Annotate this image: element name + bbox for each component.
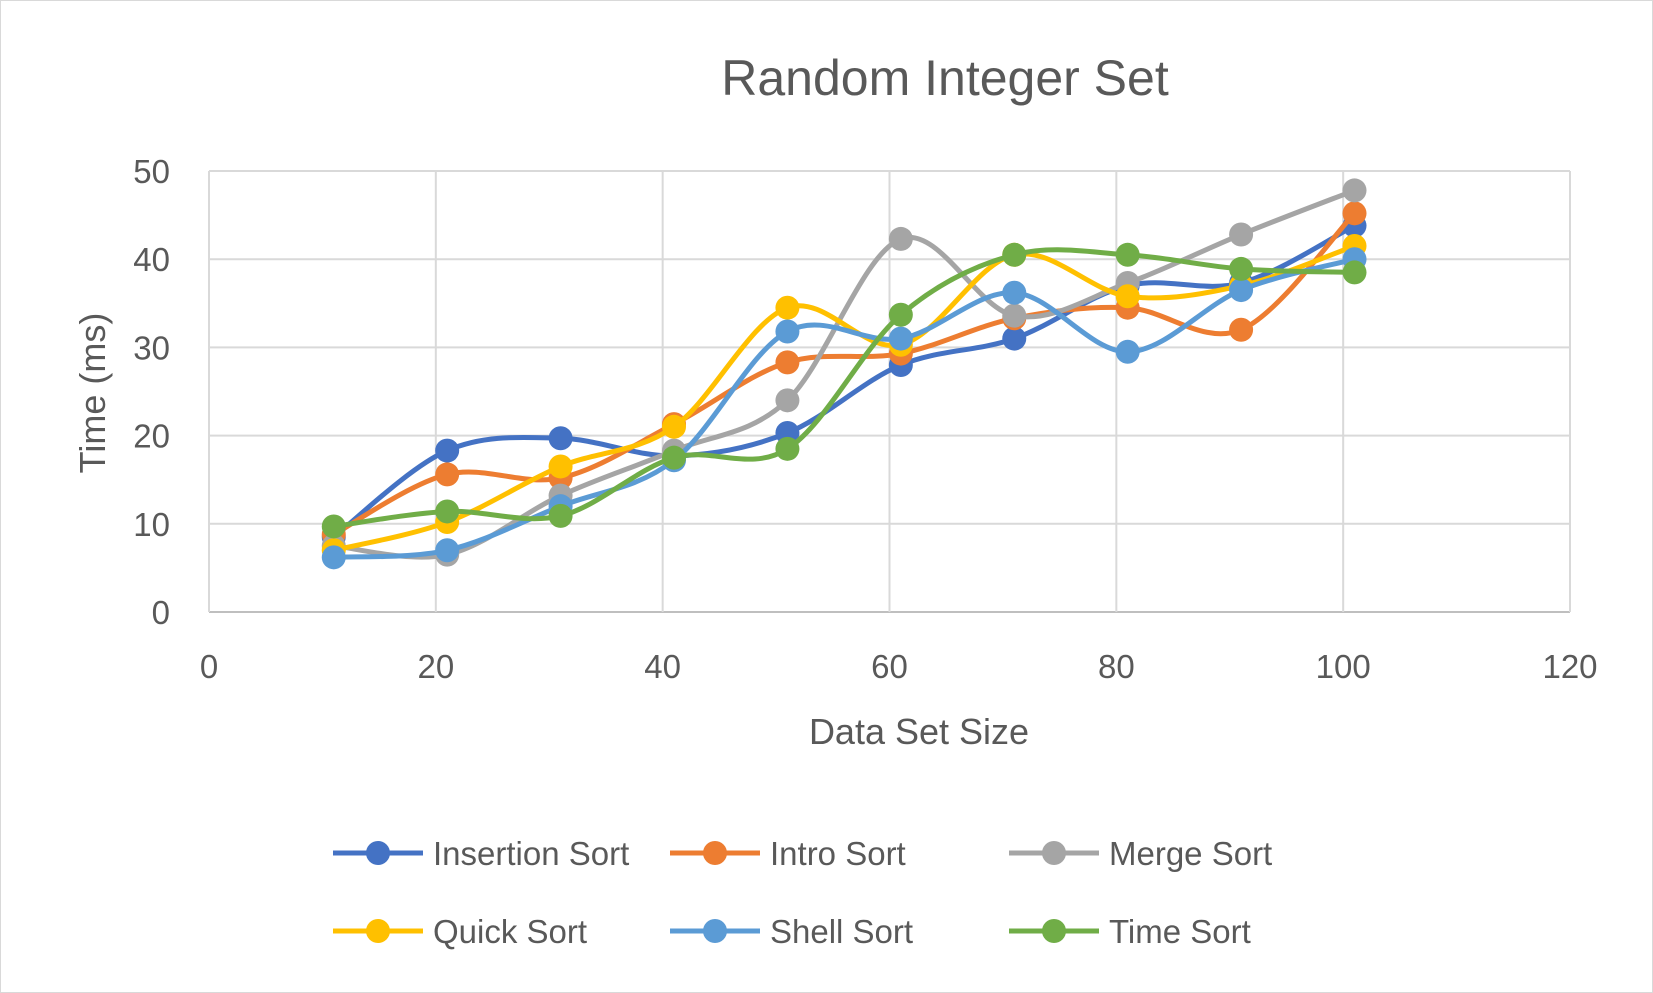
data-point-time-sort — [1342, 260, 1367, 285]
data-point-time-sort — [548, 503, 573, 528]
data-point-intro-sort — [1229, 317, 1254, 342]
data-point-shell-sort — [1002, 280, 1027, 305]
x-tick-label: 60 — [871, 648, 908, 685]
legend-swatch-marker — [366, 841, 390, 865]
data-point-merge-sort — [1229, 222, 1254, 247]
data-point-time-sort — [1115, 242, 1140, 267]
legend-label: Quick Sort — [433, 913, 587, 950]
legend-swatch-marker — [1042, 919, 1066, 943]
legend-label: Time Sort — [1109, 913, 1251, 950]
series-line-time-sort — [331, 247, 1358, 529]
data-point-merge-sort — [1002, 303, 1027, 328]
legend-item-intro-sort: Intro Sort — [670, 835, 906, 872]
legend-swatch-marker — [366, 919, 390, 943]
data-point-merge-sort — [1342, 178, 1367, 203]
legend-item-quick-sort: Quick Sort — [333, 913, 587, 950]
data-point-intro-sort — [1342, 201, 1367, 226]
data-point-intro-sort — [435, 462, 460, 487]
x-axis-label: Data Set Size — [809, 711, 1029, 752]
legend-swatch-marker — [703, 919, 727, 943]
series-time-sort — [321, 242, 1367, 539]
data-point-time-sort — [888, 302, 913, 327]
legend-label: Insertion Sort — [433, 835, 629, 872]
y-tick-label: 50 — [133, 153, 170, 190]
x-tick-label: 120 — [1542, 648, 1597, 685]
chart-title: Random Integer Set — [721, 50, 1169, 106]
legend-item-insertion-sort: Insertion Sort — [333, 835, 629, 872]
data-point-merge-sort — [888, 226, 913, 251]
series-layer — [321, 178, 1367, 570]
y-axis-label: Time (ms) — [72, 313, 113, 474]
series-line-intro-sort — [331, 210, 1358, 537]
series-line-insertion-sort — [331, 223, 1358, 540]
y-tick-label: 20 — [133, 418, 170, 455]
legend-item-merge-sort: Merge Sort — [1009, 835, 1272, 872]
x-tick-label: 100 — [1316, 648, 1371, 685]
data-point-time-sort — [775, 436, 800, 461]
data-point-time-sort — [1002, 242, 1027, 267]
data-point-time-sort — [321, 514, 346, 539]
data-point-shell-sort — [321, 545, 346, 570]
data-point-insertion-sort — [1002, 326, 1027, 351]
data-point-quick-sort — [1115, 284, 1140, 309]
series-intro-sort — [321, 201, 1367, 547]
data-point-shell-sort — [435, 538, 460, 563]
data-point-quick-sort — [662, 414, 687, 439]
y-tick-label: 40 — [133, 241, 170, 278]
y-tick-label: 30 — [133, 329, 170, 366]
data-point-time-sort — [435, 499, 460, 524]
y-tick-label: 0 — [152, 594, 170, 631]
series-shell-sort — [321, 247, 1367, 570]
x-tick-label: 20 — [417, 648, 454, 685]
data-point-merge-sort — [775, 388, 800, 413]
data-point-quick-sort — [548, 454, 573, 479]
legend-label: Merge Sort — [1109, 835, 1272, 872]
x-tick-label: 0 — [200, 648, 218, 685]
data-point-insertion-sort — [435, 438, 460, 463]
series-line-quick-sort — [331, 243, 1358, 553]
data-point-time-sort — [662, 445, 687, 470]
legend-item-time-sort: Time Sort — [1009, 913, 1251, 950]
x-axis-ticks: 0 20 40 60 80 100 120 — [200, 648, 1598, 685]
data-point-intro-sort — [775, 350, 800, 375]
data-point-shell-sort — [1115, 339, 1140, 364]
data-point-quick-sort — [775, 295, 800, 320]
data-point-insertion-sort — [548, 426, 573, 451]
legend-label: Intro Sort — [770, 835, 906, 872]
data-point-shell-sort — [775, 319, 800, 344]
y-tick-label: 10 — [133, 506, 170, 543]
legend-label: Shell Sort — [770, 913, 913, 950]
series-line-shell-sort — [331, 256, 1358, 560]
data-point-shell-sort — [888, 326, 913, 351]
y-axis-ticks: 0 10 20 30 40 50 — [133, 153, 170, 631]
x-tick-label: 80 — [1098, 648, 1135, 685]
legend-swatch-marker — [1042, 841, 1066, 865]
legend: Insertion Sort Intro Sort Merge Sort Quick … — [333, 835, 1272, 950]
data-point-shell-sort — [1229, 278, 1254, 303]
legend-item-shell-sort: Shell Sort — [670, 913, 913, 950]
x-tick-label: 40 — [644, 648, 681, 685]
legend-swatch-marker — [703, 841, 727, 865]
data-point-time-sort — [1229, 256, 1254, 281]
